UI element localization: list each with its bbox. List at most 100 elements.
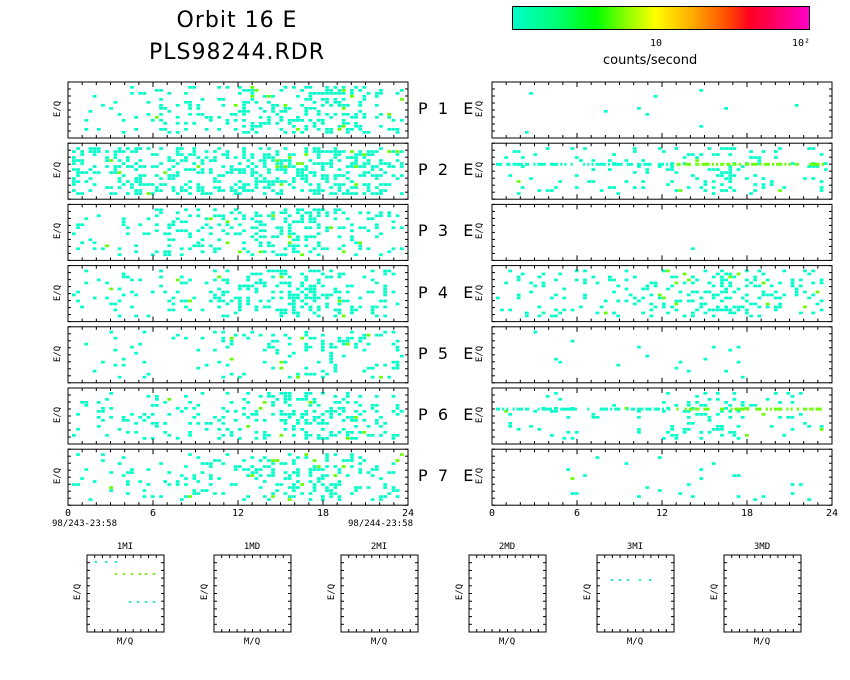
band-pixel [732, 162, 735, 166]
data-pixel [150, 153, 155, 156]
data-pixel [716, 168, 720, 171]
data-pixel [209, 244, 213, 248]
data-pixel [366, 342, 371, 346]
data-pixel [300, 299, 304, 303]
data-pixel [362, 153, 367, 156]
data-pixel [287, 474, 292, 477]
data-pixel [354, 186, 358, 189]
data-pixel [233, 296, 238, 300]
data-pixel [242, 131, 246, 134]
data-pixel [134, 180, 138, 183]
data-pixel [76, 168, 80, 171]
data-pixel [695, 278, 699, 282]
band-pixel [645, 162, 648, 166]
data-pixel [267, 241, 271, 245]
data-pixel [316, 437, 321, 440]
data-pixel [184, 208, 188, 212]
data-pixel [225, 363, 230, 367]
data-pixel [171, 165, 176, 168]
data-pixel [184, 156, 188, 159]
data-pixel [292, 311, 296, 315]
data-pixel [350, 330, 354, 334]
data-pixel [117, 299, 122, 303]
data-pixel [287, 354, 292, 358]
mass-panel-title: 3MD [753, 542, 771, 552]
data-pixel [803, 305, 807, 309]
data-pixel [350, 308, 354, 312]
band-pixel [707, 162, 710, 166]
data-pixel [391, 462, 396, 465]
data-pixel [395, 92, 400, 95]
data-pixel [682, 272, 687, 276]
data-pixel [101, 104, 105, 107]
data-pixel [113, 308, 118, 312]
data-pixel [188, 247, 192, 251]
data-pixel [383, 290, 387, 294]
data-pixel [345, 156, 350, 159]
data-pixel [76, 483, 80, 486]
data-pixel [321, 247, 325, 251]
data-pixel [761, 290, 766, 294]
data-pixel [72, 159, 76, 162]
data-pixel [308, 422, 313, 425]
data-pixel [175, 290, 180, 294]
band-pixel [641, 407, 644, 411]
data-pixel [213, 348, 217, 352]
data-pixel [616, 299, 621, 303]
data-pixel [233, 468, 238, 471]
data-pixel [662, 150, 666, 153]
data-pixel [595, 416, 600, 419]
data-pixel [362, 131, 367, 134]
data-pixel [296, 211, 300, 215]
data-pixel [167, 131, 172, 134]
data-pixel [175, 437, 180, 440]
data-pixel [674, 189, 679, 192]
data-pixel [271, 339, 275, 343]
data-pixel [96, 150, 101, 153]
data-pixel [666, 392, 670, 395]
mass-frame [468, 554, 547, 633]
data-pixel [72, 483, 76, 486]
data-pixel [774, 290, 778, 294]
data-pixel [267, 180, 271, 183]
panel-left-4 [67, 265, 409, 323]
data-pixel [217, 477, 221, 480]
data-pixel [703, 302, 708, 306]
data-pixel [554, 278, 558, 282]
data-pixel [761, 272, 766, 276]
data-pixel [296, 471, 300, 474]
data-pixel [728, 153, 733, 156]
data-pixel [312, 174, 317, 177]
data-pixel [72, 232, 76, 236]
data-pixel [304, 211, 309, 215]
data-pixel [341, 122, 346, 125]
data-pixel [283, 253, 288, 257]
data-pixel [283, 471, 288, 474]
data-pixel [732, 174, 737, 177]
data-pixel [283, 159, 288, 162]
data-pixel [159, 495, 163, 498]
data-pixel [188, 278, 192, 282]
data-pixel [258, 407, 263, 410]
band-pixel [695, 162, 698, 166]
data-pixel [329, 345, 333, 349]
data-pixel [379, 416, 383, 419]
data-pixel [267, 183, 271, 186]
data-pixel [699, 404, 704, 407]
data-pixel [72, 180, 76, 183]
band-pixel [539, 162, 542, 166]
data-pixel [366, 131, 371, 134]
data-pixel [749, 156, 753, 159]
data-pixel [308, 217, 313, 221]
data-pixel [258, 468, 263, 471]
data-pixel [175, 333, 180, 337]
data-pixel [316, 278, 321, 282]
data-pixel [362, 419, 367, 422]
data-pixel [316, 214, 321, 218]
data-pixel [213, 150, 217, 153]
data-pixel [370, 474, 375, 477]
band-pixel [815, 162, 818, 166]
data-pixel [321, 413, 325, 416]
data-pixel [238, 250, 242, 254]
band-pixel [541, 407, 544, 411]
